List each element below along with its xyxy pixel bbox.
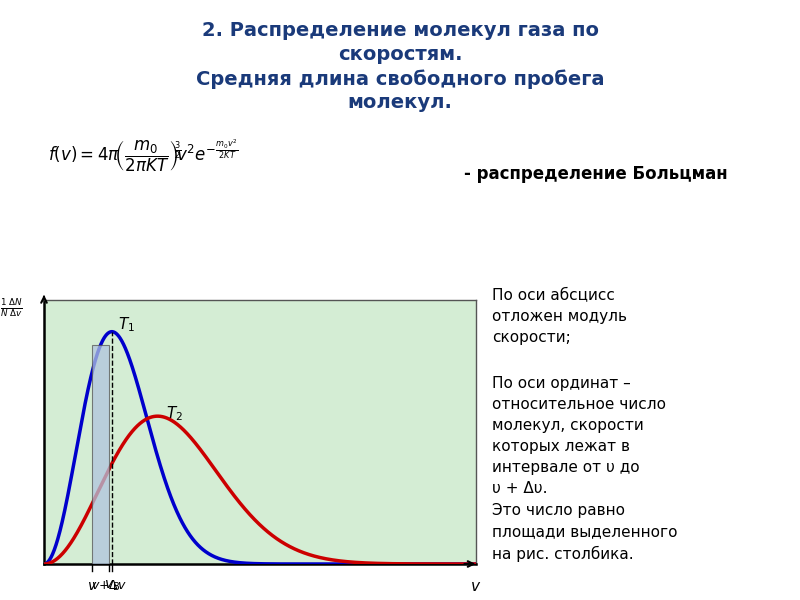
Text: $v$: $v$	[87, 578, 97, 593]
Text: $f(v) = 4\pi\!\left(\dfrac{m_0}{2\pi KT}\right)^{\!\!\frac{3}{2}}\!\!v^2 e^{-\fr: $f(v) = 4\pi\!\left(\dfrac{m_0}{2\pi KT}…	[48, 138, 238, 175]
Text: 2. Распределение молекул газа по: 2. Распределение молекул газа по	[202, 21, 598, 40]
Text: По оси абсцисс
отложен модуль
скорости;: По оси абсцисс отложен модуль скорости;	[492, 288, 627, 345]
Text: $v_{\rm B}$: $v_{\rm B}$	[104, 578, 120, 593]
Text: молекул.: молекул.	[347, 93, 453, 112]
Text: $v$: $v$	[470, 578, 482, 593]
Bar	[92, 346, 109, 564]
Text: Средняя длина свободного пробега: Средняя длина свободного пробега	[196, 69, 604, 89]
Text: - распределение Больцман: - распределение Больцман	[464, 165, 728, 183]
Text: скоростям.: скоростям.	[338, 45, 462, 64]
Text: $v{+}\Delta v$: $v{+}\Delta v$	[91, 578, 126, 592]
Text: $\frac{1}{N}\frac{\Delta N}{\Delta v}$: $\frac{1}{N}\frac{\Delta N}{\Delta v}$	[0, 298, 22, 319]
Text: По оси ординат –
относительное число
молекул, скорости
которых лежат в
интервале: По оси ординат – относительное число мол…	[492, 376, 666, 496]
Text: Это число равно
площади выделенного
на рис. столбика.: Это число равно площади выделенного на р…	[492, 503, 678, 562]
Text: $T_1$: $T_1$	[118, 315, 134, 334]
Text: $T_2$: $T_2$	[166, 405, 183, 424]
